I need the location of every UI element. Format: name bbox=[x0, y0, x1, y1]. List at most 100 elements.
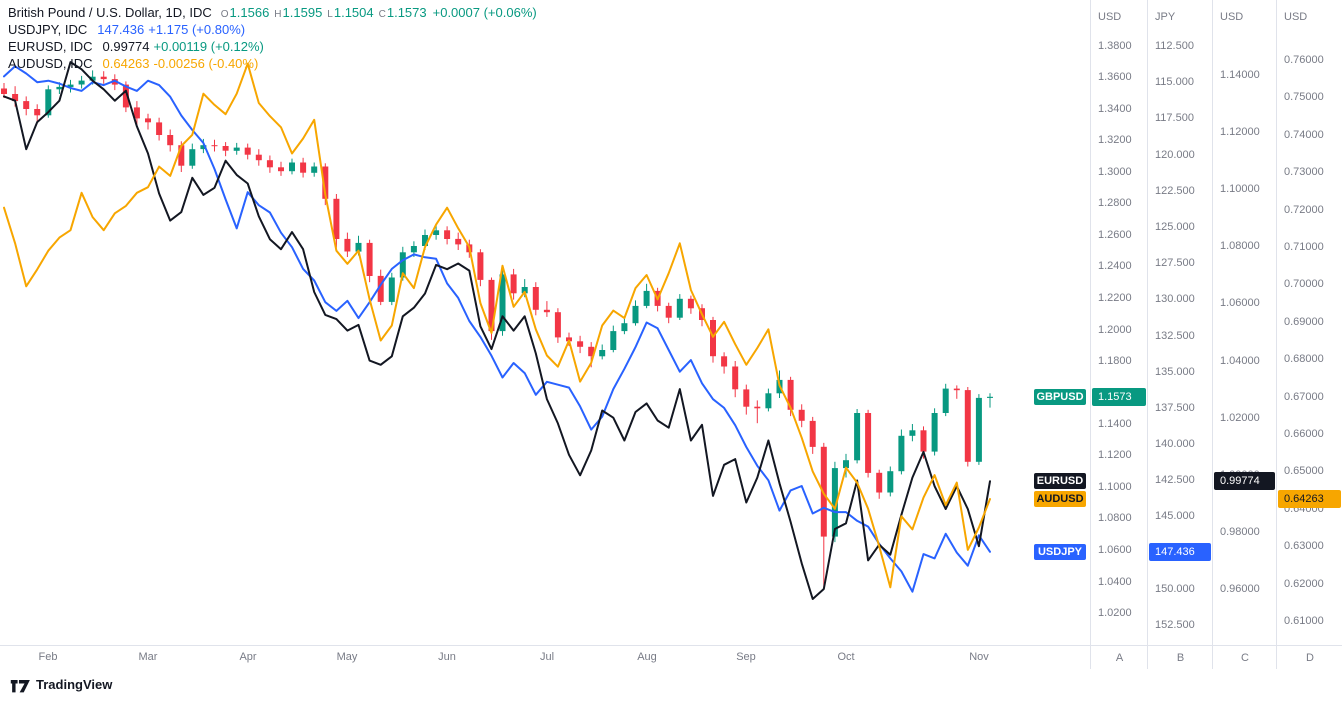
tradingview-brand-text[interactable]: TradingView bbox=[36, 677, 113, 692]
axis-separator-line bbox=[0, 645, 1342, 646]
legend-main-row[interactable]: British Pound / U.S. Dollar, 1D, IDC O1.1… bbox=[8, 4, 537, 21]
ohlc-low-value: 1.1504 bbox=[333, 5, 374, 20]
price-tick-label: 152.500 bbox=[1155, 619, 1195, 631]
time-tick-label: Aug bbox=[637, 651, 657, 663]
scale-d-letter[interactable]: D bbox=[1306, 652, 1314, 664]
price-value-badge-audusd: 0.64263 bbox=[1278, 490, 1341, 508]
ohlc-high-value: 1.1595 bbox=[282, 5, 323, 20]
compare-symbol-eurusd: EURUSD, IDC bbox=[8, 39, 93, 54]
legend: British Pound / U.S. Dollar, 1D, IDC O1.1… bbox=[8, 4, 537, 72]
price-tick-label: 0.66000 bbox=[1284, 428, 1324, 440]
price-tick-label: 1.0800 bbox=[1098, 512, 1132, 524]
price-tick-label: 120.000 bbox=[1155, 149, 1195, 161]
price-chart-canvas[interactable] bbox=[0, 0, 1090, 645]
price-tick-label: 1.04000 bbox=[1220, 355, 1260, 367]
price-tick-label: 112.500 bbox=[1155, 40, 1194, 52]
price-tick-label: 1.1200 bbox=[1098, 449, 1132, 461]
series-name-badge-eurusd: EURUSD bbox=[1034, 473, 1086, 489]
price-tick-label: 1.14000 bbox=[1220, 69, 1260, 81]
price-tick-label: 0.61000 bbox=[1284, 615, 1324, 627]
legend-compare-row-usdjpy[interactable]: USDJPY, IDC 147.436 +1.175 (+0.80%) bbox=[8, 21, 537, 38]
time-tick-label: May bbox=[336, 651, 358, 663]
time-tick-label: Nov bbox=[969, 651, 989, 663]
compare-change-usdjpy: +1.175 (+0.80%) bbox=[148, 22, 246, 37]
price-tick-label: 0.73000 bbox=[1284, 166, 1324, 178]
price-tick-label: 1.1400 bbox=[1098, 418, 1132, 430]
chart-pane[interactable]: British Pound / U.S. Dollar, 1D, IDC O1.1… bbox=[0, 0, 1090, 645]
price-tick-label: 132.500 bbox=[1155, 330, 1195, 342]
compare-change-audusd: -0.00256 (-0.40%) bbox=[153, 56, 259, 71]
price-tick-label: 125.000 bbox=[1155, 221, 1195, 233]
price-tick-label: 150.000 bbox=[1155, 583, 1195, 595]
price-tick-label: 1.1000 bbox=[1098, 481, 1132, 493]
price-tick-label: 0.70000 bbox=[1284, 278, 1324, 290]
time-axis[interactable]: Feb Mar Apr May Jun Jul Aug Sep Oct Nov bbox=[0, 645, 1090, 669]
compare-symbol-audusd: AUDUSD, IDC bbox=[8, 56, 93, 71]
scale-b-letter[interactable]: B bbox=[1176, 652, 1185, 664]
price-scale-c[interactable]: USD C 1.14000 1.12000 1.10000 1.08000 1.0600… bbox=[1212, 0, 1277, 669]
ohlc-close-value: 1.1573 bbox=[386, 5, 427, 20]
scale-a-letter[interactable]: A bbox=[1115, 652, 1124, 664]
price-tick-label: 1.06000 bbox=[1220, 297, 1260, 309]
legend-compare-row-audusd[interactable]: AUDUSD, IDC 0.64263 -0.00256 (-0.40%) bbox=[8, 55, 537, 72]
price-tick-label: 137.500 bbox=[1155, 402, 1195, 414]
price-tick-label: 1.1800 bbox=[1098, 355, 1132, 367]
price-tick-label: 1.3200 bbox=[1098, 134, 1132, 146]
price-tick-label: 0.68000 bbox=[1284, 353, 1324, 365]
compare-value-audusd: 0.64263 bbox=[102, 56, 150, 71]
price-tick-label: 0.65000 bbox=[1284, 465, 1324, 477]
series-name-badge-gbpusd: GBPUSD bbox=[1034, 389, 1086, 405]
price-value-badge-eurusd: 0.99774 bbox=[1214, 472, 1275, 490]
price-tick-label: 1.0200 bbox=[1098, 607, 1132, 619]
price-tick-label: 1.10000 bbox=[1220, 183, 1260, 195]
price-tick-label: 1.2200 bbox=[1098, 292, 1132, 304]
ohlc-open-key: O bbox=[220, 9, 229, 20]
price-tick-label: 1.2800 bbox=[1098, 197, 1132, 209]
price-tick-label: 1.3600 bbox=[1098, 71, 1132, 83]
price-tick-label: 0.72000 bbox=[1284, 204, 1324, 216]
compare-change-eurusd: +0.00119 (+0.12%) bbox=[153, 39, 264, 54]
price-tick-label: 0.71000 bbox=[1284, 241, 1324, 253]
scale-c-letter[interactable]: C bbox=[1241, 652, 1249, 664]
scale-c-currency-label: USD bbox=[1220, 11, 1244, 23]
price-tick-label: 130.000 bbox=[1155, 293, 1195, 305]
scale-a-currency-label: USD bbox=[1098, 11, 1122, 23]
series-name-badge-usdjpy: USDJPY bbox=[1034, 544, 1086, 560]
scale-d-currency-label: USD bbox=[1284, 11, 1308, 23]
price-tick-label: 1.0600 bbox=[1098, 544, 1132, 556]
price-tick-label: 140.000 bbox=[1155, 438, 1195, 450]
compare-value-eurusd: 0.99774 bbox=[102, 39, 150, 54]
scale-b-currency-label: JPY bbox=[1155, 11, 1176, 23]
price-tick-label: 1.12000 bbox=[1220, 126, 1260, 138]
price-tick-label: 0.67000 bbox=[1284, 391, 1324, 403]
price-tick-label: 135.000 bbox=[1155, 366, 1195, 378]
price-tick-label: 0.69000 bbox=[1284, 316, 1324, 328]
price-tick-label: 1.2600 bbox=[1098, 229, 1132, 241]
time-tick-label: Mar bbox=[138, 651, 158, 663]
ohlc-close-key: C bbox=[378, 9, 386, 20]
price-tick-label: 145.000 bbox=[1155, 510, 1195, 522]
price-tick-label: 142.500 bbox=[1155, 474, 1195, 486]
price-tick-label: 1.3000 bbox=[1098, 166, 1132, 178]
compare-value-usdjpy: 147.436 bbox=[97, 22, 145, 37]
ohlc-high-key: H bbox=[274, 9, 282, 20]
ohlc-low-key: L bbox=[327, 9, 333, 20]
main-change: +0.0007 (+0.06%) bbox=[432, 5, 537, 20]
price-tick-label: 0.75000 bbox=[1284, 91, 1324, 103]
tradingview-logo-icon[interactable] bbox=[10, 678, 32, 693]
price-tick-label: 115.000 bbox=[1155, 76, 1194, 88]
price-value-badge-gbpusd: 1.1573 bbox=[1092, 388, 1146, 406]
ohlc-open-value: 1.1566 bbox=[229, 5, 270, 20]
time-tick-label: Feb bbox=[38, 651, 58, 663]
price-scale-b[interactable]: JPY B 112.500 115.000 117.500 120.000 122.50… bbox=[1147, 0, 1213, 669]
legend-compare-row-eurusd[interactable]: EURUSD, IDC 0.99774 +0.00119 (+0.12%) bbox=[8, 38, 537, 55]
price-tick-label: 0.76000 bbox=[1284, 54, 1324, 66]
price-scale-d[interactable]: USD D 0.76000 0.75000 0.74000 0.73000 0.7200… bbox=[1276, 0, 1342, 669]
price-tick-label: 127.500 bbox=[1155, 257, 1195, 269]
time-tick-label: Oct bbox=[837, 651, 855, 663]
main-symbol-title: British Pound / U.S. Dollar, 1D, IDC bbox=[8, 5, 212, 20]
price-tick-label: 0.98000 bbox=[1220, 526, 1260, 538]
price-tick-label: 1.2000 bbox=[1098, 324, 1132, 336]
price-scale-a[interactable]: USD A 1.3800 1.3600 1.3400 1.3200 1.3000 1.28… bbox=[1090, 0, 1148, 669]
